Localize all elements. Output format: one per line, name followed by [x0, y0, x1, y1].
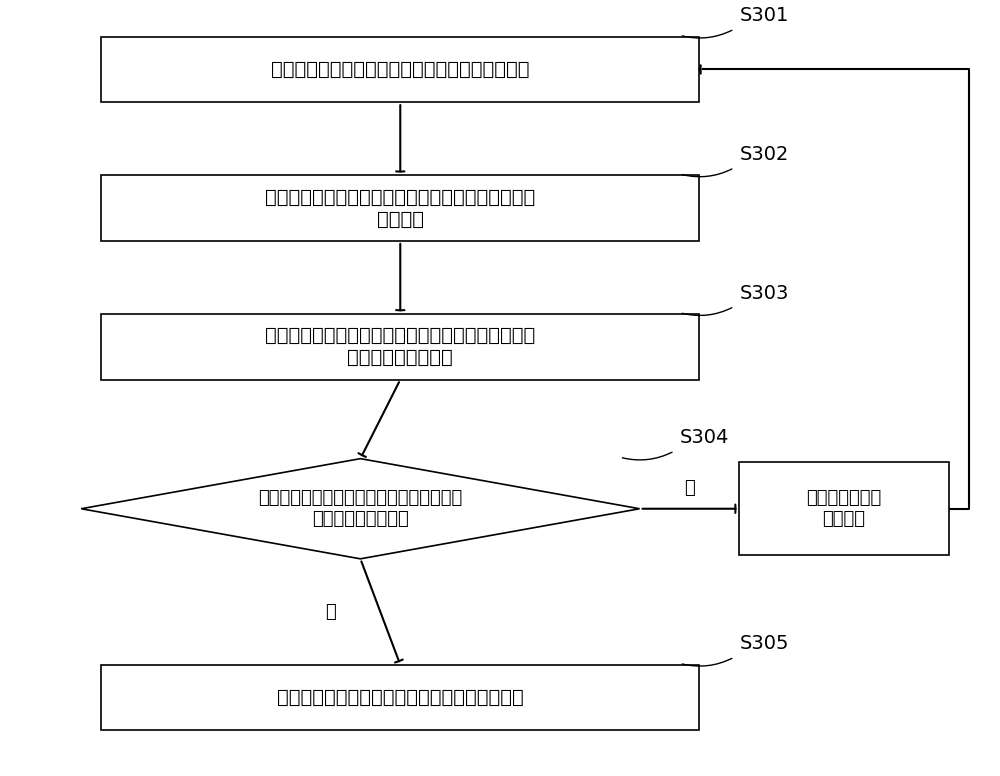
- Polygon shape: [81, 459, 640, 559]
- Text: 根据即时速度和时间间隔，计算用户手写输入的平均
速度和平均时间间隔: 根据即时速度和时间间隔，计算用户手写输入的平均 速度和平均时间间隔: [265, 327, 535, 367]
- Text: S303: S303: [739, 283, 789, 303]
- FancyBboxPatch shape: [101, 175, 699, 241]
- Text: 是: 是: [684, 479, 695, 497]
- FancyBboxPatch shape: [101, 36, 699, 102]
- Text: 保持当前的手写
识别速度: 保持当前的手写 识别速度: [806, 490, 882, 528]
- FancyBboxPatch shape: [101, 665, 699, 730]
- Text: S302: S302: [739, 145, 789, 164]
- Text: 否: 否: [325, 603, 335, 621]
- Text: 配置手写识别速度调整的采样时间和调整频率信息: 配置手写识别速度调整的采样时间和调整频率信息: [271, 60, 530, 79]
- FancyBboxPatch shape: [101, 314, 699, 379]
- Text: 记录用户手写输入的即时速度和相邻两个字符的输入
时间间隔: 记录用户手写输入的即时速度和相邻两个字符的输入 时间间隔: [265, 188, 535, 229]
- Text: 平均速度和平均间隔时间在当前手写识别速
度允许的误差范围内: 平均速度和平均间隔时间在当前手写识别速 度允许的误差范围内: [258, 490, 463, 528]
- Text: S304: S304: [680, 428, 729, 447]
- Text: 将手写识别速度调整为平均速度和平均时间间隔: 将手写识别速度调整为平均速度和平均时间间隔: [277, 688, 524, 707]
- FancyBboxPatch shape: [739, 462, 949, 555]
- Text: S305: S305: [739, 634, 789, 653]
- Text: S301: S301: [739, 6, 789, 25]
